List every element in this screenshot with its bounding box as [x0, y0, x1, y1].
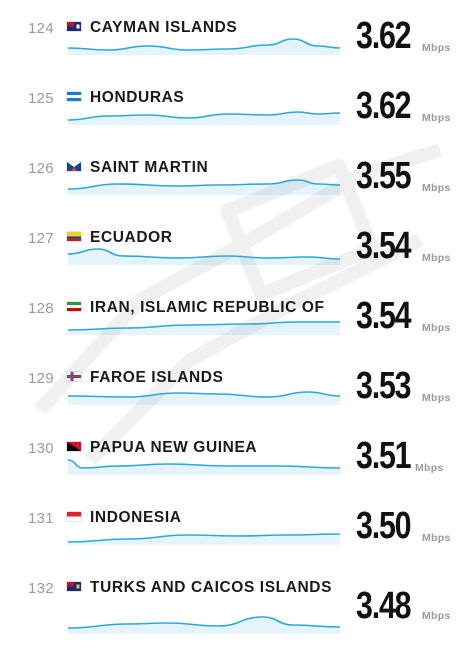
speed-unit: Mbps: [422, 610, 451, 622]
speed-sparkline: [68, 533, 340, 545]
country-row: 129 FAROE ISLANDS 3.53 Mbps: [0, 366, 471, 440]
rank-number: 132: [28, 580, 54, 597]
country-row: 132 TURKS AND CAICOS ISLANDS 3.48 Mbps: [0, 579, 471, 650]
speed-sparkline: [68, 248, 340, 265]
country-row: 131 INDONESIA 3.50 Mbps: [0, 506, 471, 580]
speed-unit: Mbps: [422, 322, 451, 334]
country-name: ECUADOR: [90, 229, 173, 246]
country-row: 128 IRAN, ISLAMIC REPUBLIC OF 3.54 Mbps: [0, 296, 471, 370]
sparkline-line: [68, 111, 340, 121]
country-row: 125 HONDURAS 3.62 Mbps: [0, 86, 471, 160]
speed-unit: Mbps: [422, 112, 451, 124]
sparkline-line: [68, 391, 340, 398]
speed-value: 3.50: [356, 505, 412, 547]
sparkline-area: [68, 534, 340, 545]
sparkline-area: [68, 180, 340, 195]
country-name: FAROE ISLANDS: [90, 369, 224, 386]
country-row: 130 PAPUA NEW GUINEA 3.51 Mbps: [0, 436, 471, 510]
country-row: 124 CAYMAN ISLANDS 3.62 Mbps: [0, 16, 471, 90]
flag-cayman-icon: [67, 22, 81, 31]
sparkline-area: [68, 112, 340, 125]
country-name: SAINT MARTIN: [90, 159, 209, 176]
rank-number: 130: [28, 440, 54, 457]
speed-unit: Mbps: [415, 462, 444, 474]
speed-value: 3.48: [356, 585, 412, 627]
rank-number: 125: [28, 90, 54, 107]
speed-value: 3.62: [356, 15, 412, 57]
rank-number: 128: [28, 300, 54, 317]
speed-unit: Mbps: [422, 252, 451, 264]
country-name: HONDURAS: [90, 89, 185, 106]
speed-sparkline: [68, 391, 340, 405]
sparkline-line: [68, 616, 340, 629]
flag-png-icon: [67, 442, 81, 451]
speed-value: 3.54: [356, 295, 412, 337]
sparkline-area: [68, 322, 340, 335]
speed-sparkline: [68, 321, 340, 335]
country-name: TURKS AND CAICOS ISLANDS: [90, 579, 333, 596]
country-name: IRAN, ISLAMIC REPUBLIC OF: [90, 299, 325, 316]
flag-turks-caicos-icon: [67, 582, 81, 591]
rank-number: 126: [28, 160, 54, 177]
sparkline-area: [68, 460, 340, 475]
flag-ecuador-icon: [67, 232, 81, 241]
speed-sparkline: [68, 111, 340, 125]
sparkline-line: [68, 533, 340, 543]
speed-value: 3.55: [356, 155, 412, 197]
flag-honduras-icon: [67, 92, 81, 101]
country-row: 127 ECUADOR 3.54 Mbps: [0, 226, 471, 300]
flag-saint-martin-icon: [67, 162, 81, 171]
country-name: CAYMAN ISLANDS: [90, 19, 238, 36]
sparkline-area: [68, 39, 340, 55]
speed-sparkline: [68, 459, 340, 475]
country-name: PAPUA NEW GUINEA: [90, 439, 258, 456]
speed-unit: Mbps: [422, 42, 451, 54]
speed-value: 3.62: [356, 85, 412, 127]
speed-unit: Mbps: [422, 392, 451, 404]
sparkline-line: [68, 38, 340, 51]
sparkline-line: [68, 179, 340, 190]
sparkline-line: [68, 459, 340, 469]
sparkline-area: [68, 617, 340, 634]
speed-unit: Mbps: [422, 182, 451, 194]
rank-number: 124: [28, 20, 54, 37]
sparkline-area: [68, 392, 340, 405]
speed-sparkline: [68, 616, 340, 634]
sparkline-line: [68, 248, 340, 260]
country-name: INDONESIA: [90, 509, 182, 526]
sparkline-line: [68, 321, 340, 331]
rank-number: 127: [28, 230, 54, 247]
flag-indonesia-icon: [67, 512, 81, 521]
country-row: 126 SAINT MARTIN 3.55 Mbps: [0, 156, 471, 230]
speed-value: 3.54: [356, 225, 412, 267]
flag-faroe-icon: [67, 372, 81, 381]
speed-sparkline: [68, 38, 340, 55]
rank-number: 131: [28, 510, 54, 527]
flag-iran-icon: [67, 302, 81, 311]
speed-sparkline: [68, 179, 340, 195]
speed-value: 3.51: [356, 435, 412, 477]
speed-unit: Mbps: [422, 532, 451, 544]
speed-value: 3.53: [356, 365, 412, 407]
rank-number: 129: [28, 370, 54, 387]
